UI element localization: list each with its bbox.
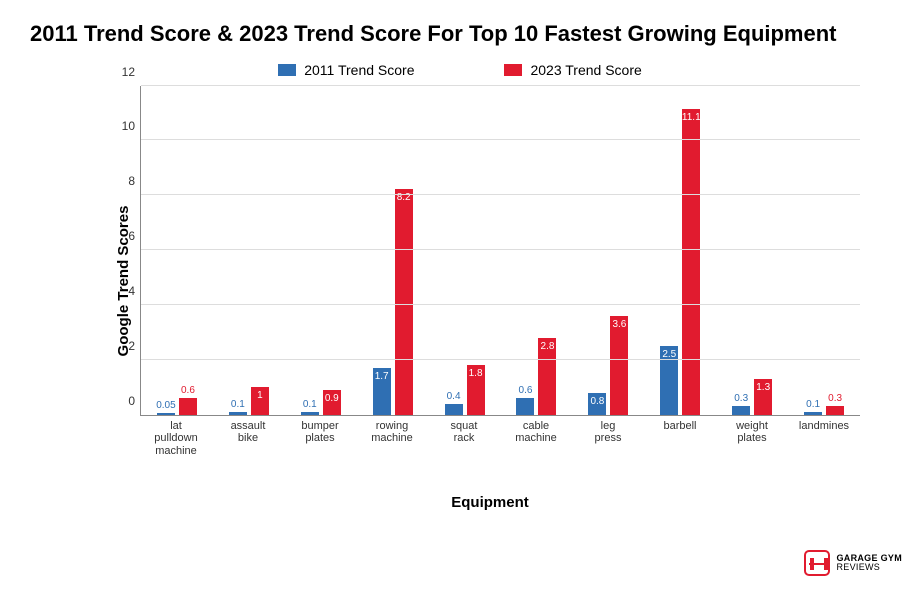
bar-value-label: 0.6 [519, 385, 533, 396]
chart-area: Google Trend Scores 0.050.60.110.10.91.7… [30, 86, 890, 476]
bar-groups: 0.050.60.110.10.91.78.20.41.80.62.80.83.… [141, 86, 860, 415]
x-axis-title: Equipment [90, 494, 890, 511]
y-tick-label: 8 [105, 174, 135, 188]
bar-2023: 8.2 [395, 189, 413, 415]
plot-area: 0.050.60.110.10.91.78.20.41.80.62.80.83.… [140, 86, 860, 416]
brand-logo-text: GARAGE GYM REVIEWS [836, 554, 902, 573]
chart-canvas: 2011 Trend Score & 2023 Trend Score For … [0, 0, 920, 590]
bar-value-label: 1.8 [469, 368, 483, 379]
bar-2011: 0.6 [516, 398, 534, 415]
legend-item-2023: 2023 Trend Score [504, 62, 641, 78]
bar-group: 0.05 0.6 [141, 86, 213, 415]
chart-title: 2011 Trend Score & 2023 Trend Score For … [30, 20, 890, 48]
x-tick-label: legpress [572, 420, 644, 458]
y-tick-label: 0 [105, 394, 135, 408]
bar-group: 0.4 1.8 [429, 86, 501, 415]
grid-line [141, 304, 860, 305]
x-tick-label: bumperplates [284, 420, 356, 458]
bar-group: 0.11 [213, 86, 285, 415]
x-tick-label: weightplates [716, 420, 788, 458]
bar-2023: 1.8 [467, 365, 485, 415]
legend: 2011 Trend Score 2023 Trend Score [30, 62, 890, 78]
x-tick-label: latpulldownmachine [140, 420, 212, 458]
bar-2023: 0.6 [179, 398, 197, 415]
legend-swatch-2011 [278, 64, 296, 76]
bar-value-label: 11.1 [682, 112, 701, 123]
bar-value-label: 0.3 [734, 393, 748, 404]
bar-group: 0.1 0.3 [788, 86, 860, 415]
grid-line [141, 249, 860, 250]
bar-2011: 1.7 [373, 368, 391, 415]
bar-2011: 0.1 [301, 412, 319, 415]
grid-line [141, 194, 860, 195]
bar-group: 0.8 3.6 [572, 86, 644, 415]
bar-2023: 0.3 [826, 406, 844, 414]
y-tick-label: 12 [105, 65, 135, 79]
bar-value-label: 0.6 [181, 385, 195, 396]
bar-2011: 0.8 [588, 393, 606, 415]
bar-value-label: 1 [257, 390, 263, 401]
y-tick-label: 2 [105, 339, 135, 353]
legend-swatch-2023 [504, 64, 522, 76]
bar-value-label: 0.1 [231, 399, 245, 410]
bar-group: 1.7 8.2 [357, 86, 429, 415]
dumbbell-icon [804, 550, 830, 576]
bar-2011: 0.1 [804, 412, 822, 415]
bar-2011: 0.4 [445, 404, 463, 415]
x-tick-label: squatrack [428, 420, 500, 458]
bar-value-label: 1.7 [375, 371, 389, 382]
bar-2011: 0.05 [157, 413, 175, 414]
bar-2023: 0.9 [323, 390, 341, 415]
bar-value-label: 0.3 [828, 393, 842, 404]
x-tick-label: barbell [644, 420, 716, 458]
grid-line [141, 139, 860, 140]
legend-item-2011: 2011 Trend Score [278, 62, 414, 78]
bar-2023: 1 [251, 387, 269, 415]
bar-2011: 0.1 [229, 412, 247, 415]
x-tick-label: landmines [788, 420, 860, 458]
bar-value-label: 1.3 [756, 382, 770, 393]
legend-label-2011: 2011 Trend Score [304, 62, 414, 78]
x-axis-labels: latpulldownmachineassaultbikebumperplate… [140, 420, 860, 458]
bar-value-label: 2.8 [541, 341, 555, 352]
y-tick-label: 6 [105, 229, 135, 243]
bar-2023: 2.8 [538, 338, 556, 415]
bar-2023: 1.3 [754, 379, 772, 415]
x-tick-label: cablemachine [500, 420, 572, 458]
bar-value-label: 0.05 [156, 400, 175, 411]
y-tick-label: 10 [105, 119, 135, 133]
bar-2023: 3.6 [610, 316, 628, 415]
grid-line [141, 359, 860, 360]
bar-group: 0.1 0.9 [285, 86, 357, 415]
bar-value-label: 0.4 [447, 391, 461, 402]
y-tick-label: 4 [105, 284, 135, 298]
x-tick-label: assaultbike [212, 420, 284, 458]
bar-value-label: 0.8 [590, 396, 604, 407]
bar-2023: 11.1 [682, 109, 700, 414]
bar-group: 2.5 11.1 [644, 86, 716, 415]
bar-group: 0.6 2.8 [501, 86, 573, 415]
bar-group: 0.3 1.3 [716, 86, 788, 415]
brand-line-2: REVIEWS [836, 563, 902, 572]
bar-2011: 0.3 [732, 406, 750, 414]
bar-value-label: 0.9 [325, 393, 339, 404]
brand-logo: GARAGE GYM REVIEWS [804, 550, 902, 576]
legend-label-2023: 2023 Trend Score [530, 62, 641, 78]
bar-value-label: 0.1 [303, 399, 317, 410]
bar-value-label: 0.1 [806, 399, 820, 410]
grid-line [141, 85, 860, 86]
bar-value-label: 3.6 [612, 319, 626, 330]
y-axis-title: Google Trend Scores [115, 205, 132, 356]
bar-2011: 2.5 [660, 346, 678, 415]
x-tick-label: rowingmachine [356, 420, 428, 458]
